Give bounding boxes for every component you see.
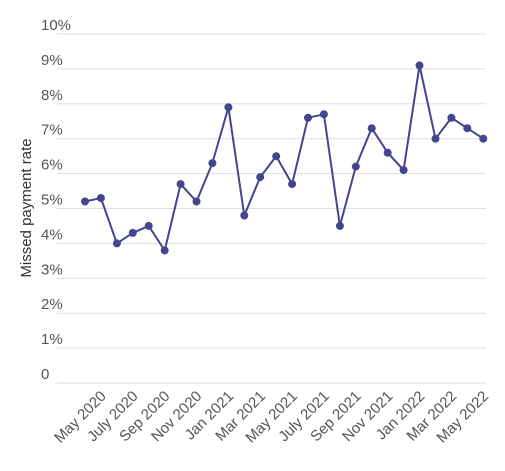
data-point <box>256 173 265 182</box>
data-point <box>383 148 392 157</box>
series-line <box>84 65 484 253</box>
y-axis-ticks: 0 1% 2% 3% 4% 5% 6% 7% 8% 9% 10% <box>41 17 71 383</box>
data-point <box>399 166 408 175</box>
data-point <box>96 194 105 202</box>
y-tick-label: 0 <box>41 366 49 383</box>
y-tick-label: 9% <box>41 52 63 69</box>
data-point <box>415 61 424 70</box>
data-point <box>144 221 153 230</box>
data-point <box>367 124 376 133</box>
data-point <box>128 228 137 237</box>
data-point <box>447 113 456 122</box>
data-point <box>319 110 328 119</box>
data-point <box>192 197 201 206</box>
data-point <box>112 239 121 248</box>
y-tick-label: 3% <box>41 261 63 278</box>
data-point <box>240 211 249 220</box>
y-tick-label: 1% <box>41 331 63 348</box>
data-point <box>81 197 89 206</box>
data-point <box>431 134 440 143</box>
y-tick-label: 10% <box>41 17 71 34</box>
y-axis-label: Missed payment rate <box>18 138 35 277</box>
y-tick-label: 6% <box>41 157 63 174</box>
data-point <box>160 246 169 255</box>
data-point <box>176 180 185 189</box>
data-point <box>224 103 233 112</box>
y-tick-label: 2% <box>41 296 63 313</box>
y-tick-label: 5% <box>41 192 63 209</box>
y-tick-label: 4% <box>41 226 63 243</box>
y-tick-label: 8% <box>41 87 63 104</box>
gridlines <box>57 33 486 384</box>
data-point <box>335 221 344 230</box>
y-tick-label: 7% <box>41 122 63 139</box>
data-point <box>351 162 360 171</box>
data-point <box>272 152 281 161</box>
data-point <box>288 180 297 189</box>
data-point <box>208 159 217 168</box>
data-point <box>463 124 472 133</box>
data-point <box>304 113 312 122</box>
data-points <box>81 61 488 255</box>
data-point <box>479 134 488 143</box>
